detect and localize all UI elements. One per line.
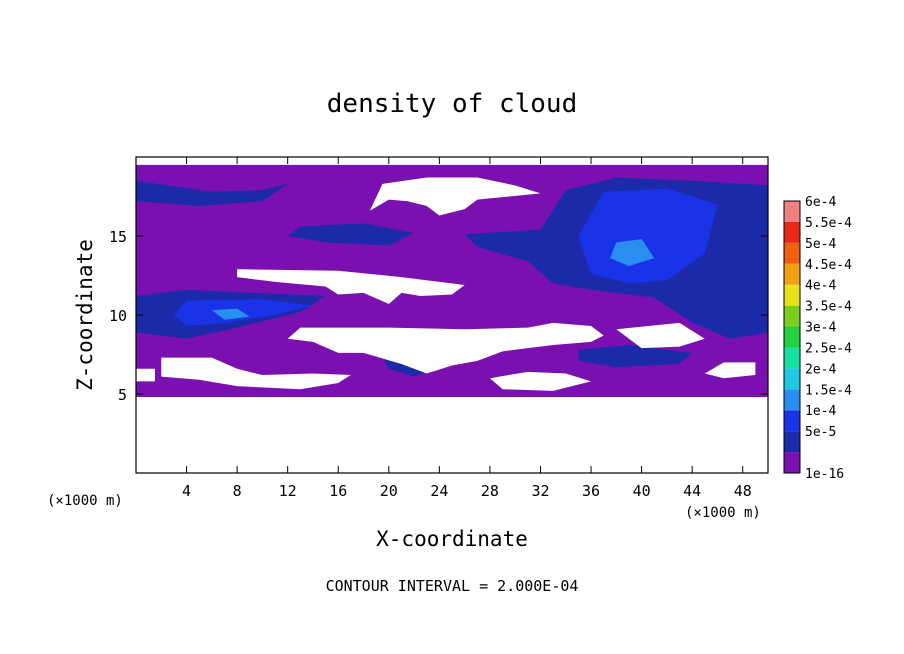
x-tick-label: 32 (531, 482, 549, 500)
clear-air-regions (136, 177, 768, 473)
legend-label: 2e-4 (805, 362, 836, 377)
legend-label: 4e-4 (805, 279, 836, 294)
contour-region-10 (610, 239, 655, 267)
legend-label: 1e-4 (805, 404, 836, 419)
legend-swatch (784, 389, 800, 411)
chart-title: density of cloud (327, 89, 577, 119)
clear-region-6 (136, 368, 155, 382)
clear-region-7 (704, 362, 756, 379)
legend-frame (783, 200, 801, 474)
legend-label: 1e-16 (805, 467, 844, 482)
x-unit-label-left: (×1000 m) (47, 493, 123, 509)
legend-label: 5e-4 (805, 237, 836, 252)
clear-region-5 (616, 322, 705, 349)
x-unit-label-right: (×1000 m) (685, 505, 761, 521)
legend-swatch (784, 368, 800, 390)
contour-region-2 (287, 223, 415, 246)
contour-region-11 (211, 308, 250, 320)
x-tick-label: 12 (279, 482, 297, 500)
legend-label: 4.5e-4 (805, 258, 852, 273)
legend-swatch (784, 284, 800, 306)
legend-swatch (784, 263, 800, 285)
y-axis-title: Z-coordinate (73, 239, 97, 391)
legend-swatch (784, 201, 800, 222)
x-tick-label: 8 (233, 482, 242, 500)
legend-swatch (784, 221, 800, 243)
clear-region-0 (136, 397, 768, 473)
color-legend: 1e-16 5e-5 1e-4 1.5e-4 2e-4 2.5e-4 3e-4 3.5e-4 4… (783, 195, 852, 482)
x-tick-label: 28 (481, 482, 499, 500)
x-tick-label: 24 (430, 482, 448, 500)
clear-region-3 (287, 322, 604, 374)
clear-region-4 (161, 357, 351, 390)
contour-region-1 (136, 180, 288, 206)
x-tick-label: 36 (582, 482, 600, 500)
x-axis-ticks: 4 8 12 16 20 24 28 32 36 40 44 48 (182, 157, 752, 500)
x-axis-title: X-coordinate (376, 527, 528, 551)
contour-region-6 (578, 345, 693, 368)
legend-label: 5.5e-4 (805, 216, 852, 231)
legend-swatch (784, 431, 800, 453)
legend-swatch (784, 452, 800, 473)
legend-label: 2.5e-4 (805, 341, 852, 356)
legend-label: 3e-4 (805, 321, 836, 336)
x-tick-label: 20 (380, 482, 398, 500)
clear-region-1 (369, 177, 541, 216)
x-tick-label: 40 (633, 482, 651, 500)
x-tick-label: 16 (329, 482, 347, 500)
legend-swatch (784, 305, 800, 327)
legend-label: 1.5e-4 (805, 383, 852, 398)
legend-swatch (784, 326, 800, 348)
plot-area (136, 157, 768, 473)
y-axis-ticks: 5 10 15 (109, 228, 768, 404)
contour-region-7 (578, 188, 718, 284)
legend-swatch (784, 347, 800, 369)
contour-interval-note: CONTOUR INTERVAL = 2.000E-04 (326, 577, 579, 595)
clear-region-2 (237, 269, 465, 304)
x-tick-label: 4 (182, 482, 191, 500)
x-tick-label: 44 (683, 482, 701, 500)
y-tick-label: 5 (118, 386, 127, 404)
legend-swatch (784, 410, 800, 432)
legend-label: 5e-5 (805, 425, 836, 440)
legend-label: 3.5e-4 (805, 300, 852, 315)
legend-swatch (784, 242, 800, 264)
y-tick-label: 10 (109, 307, 127, 325)
legend-label: 6e-4 (805, 195, 836, 210)
x-tick-label: 48 (734, 482, 752, 500)
clear-region-8 (489, 371, 592, 391)
y-tick-label: 15 (109, 228, 127, 246)
